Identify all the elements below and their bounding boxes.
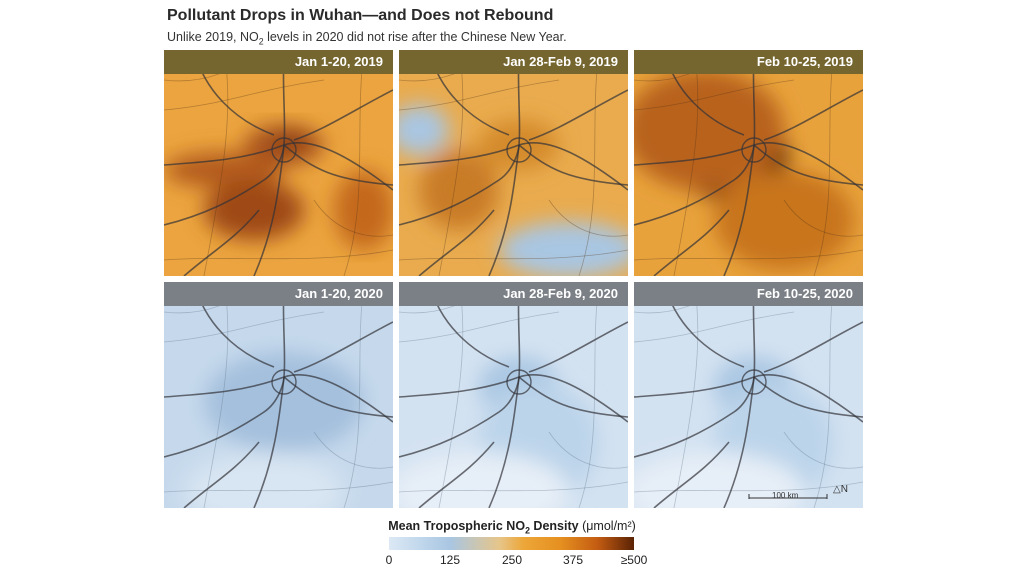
panel-date-label: Jan 28-Feb 9, 2019 xyxy=(399,50,628,74)
map-subtitle: Unlike 2019, NO2 levels in 2020 did not … xyxy=(167,30,567,47)
legend-tick-label: 250 xyxy=(501,553,523,567)
no2-density-map xyxy=(164,282,393,508)
no2-density-map xyxy=(164,50,393,276)
north-label: N xyxy=(840,484,848,495)
map-panel: Feb 10-25, 2020 xyxy=(634,282,863,508)
scale-bar-label: 100 km xyxy=(772,491,799,500)
no2-density-map xyxy=(634,282,863,508)
panel-date-label: Feb 10-25, 2019 xyxy=(634,50,863,74)
panel-date-label: Feb 10-25, 2020 xyxy=(634,282,863,306)
map-panel: Feb 10-25, 2019 xyxy=(634,50,863,276)
north-arrow-icon: △N xyxy=(833,484,848,495)
legend-tick-label: 125 xyxy=(439,553,461,567)
no2-density-map xyxy=(399,282,628,508)
scale-bar xyxy=(748,494,828,499)
no2-density-map xyxy=(634,50,863,276)
panel-date-label: Jan 1-20, 2019 xyxy=(164,50,393,74)
map-title: Pollutant Drops in Wuhan—and Does not Re… xyxy=(167,7,554,24)
legend-tick-label: ≥500 xyxy=(620,553,648,567)
no2-density-map xyxy=(399,50,628,276)
legend-title: Mean Tropospheric NO2 Density (μmol/m²) xyxy=(388,519,636,536)
map-panel: Jan 28-Feb 9, 2020 xyxy=(399,282,628,508)
map-panel: Jan 1-20, 2019 xyxy=(164,50,393,276)
legend-tick-label: 375 xyxy=(562,553,584,567)
panel-date-label: Jan 28-Feb 9, 2020 xyxy=(399,282,628,306)
panel-date-label: Jan 1-20, 2020 xyxy=(164,282,393,306)
legend-tick-label: 0 xyxy=(385,553,393,567)
legend-color-bar xyxy=(389,537,634,550)
map-panel: Jan 28-Feb 9, 2019 xyxy=(399,50,628,276)
map-panel: Jan 1-20, 2020 xyxy=(164,282,393,508)
